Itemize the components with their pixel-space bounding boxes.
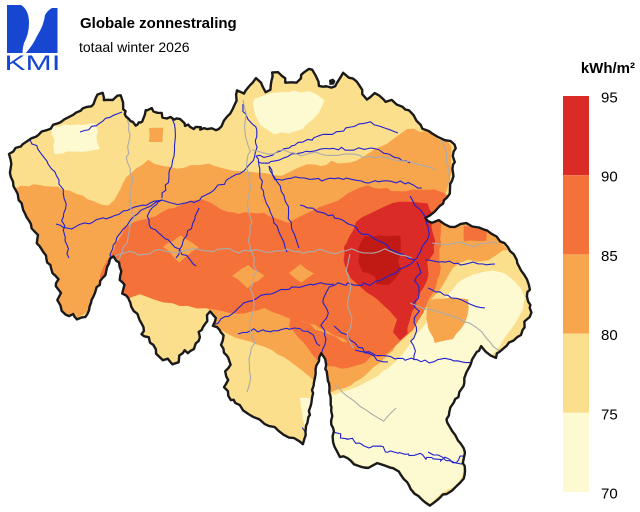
svg-text:95: 95	[601, 90, 618, 107]
svg-text:85: 85	[601, 248, 618, 265]
svg-text:90: 90	[601, 169, 618, 186]
svg-text:kWh/m²: kWh/m²	[581, 60, 635, 77]
svg-text:80: 80	[601, 327, 618, 344]
svg-text:70: 70	[601, 486, 618, 503]
svg-text:75: 75	[601, 406, 618, 423]
svg-text:KMI: KMI	[5, 51, 61, 75]
